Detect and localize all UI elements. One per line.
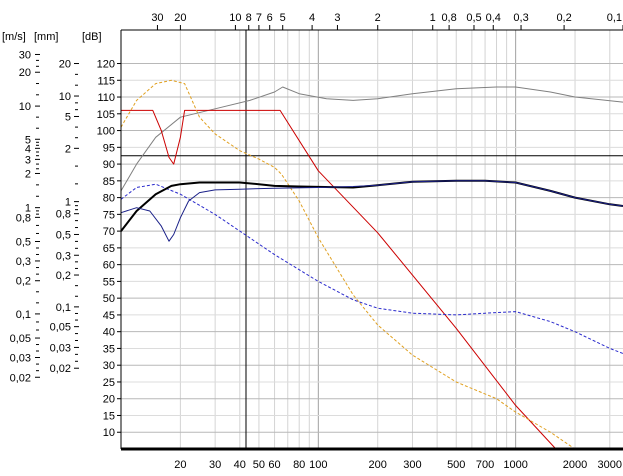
ms-tick-label: 0,1: [16, 309, 31, 321]
x-tick-label: 40: [234, 459, 246, 471]
mm-tick-label: 1: [65, 197, 71, 209]
grid: [120, 30, 623, 449]
db-tick-label: 50: [103, 293, 115, 305]
ms-tick-label: 0,8: [16, 212, 31, 224]
x-tick-label: 300: [403, 459, 421, 471]
series-line-3: [120, 79, 576, 450]
mm-tick-label: 10: [59, 91, 71, 103]
ms-tick-label: 4: [25, 143, 31, 155]
x-tick-label: 30: [209, 459, 221, 471]
ms-tick-label: 10: [19, 101, 31, 113]
db-tick-label: 80: [103, 193, 115, 205]
db-tick-label: 40: [103, 327, 115, 339]
db-tick-label: 60: [103, 260, 115, 272]
db-tick-label: 110: [97, 92, 115, 104]
ms-tick-label: 0,05: [10, 333, 31, 345]
x-tick-label: 2000: [563, 459, 587, 471]
top-tick-label: 8: [246, 12, 252, 24]
top-tick-label: 0,1: [607, 12, 622, 24]
x-tick-label: 20: [174, 459, 186, 471]
x-tick-label: 700: [476, 459, 494, 471]
db-tick-label: 100: [97, 126, 115, 138]
db-tick-label: 95: [103, 142, 115, 154]
unit-label-db: [dB]: [82, 31, 102, 43]
db-tick-label: 70: [103, 226, 115, 238]
plot-frame: [120, 29, 623, 451]
ms-tick-label: 0,5: [16, 237, 31, 249]
top-tick-label: 5: [280, 12, 286, 24]
db-tick-label: 65: [103, 243, 115, 255]
series-layer: [120, 79, 623, 450]
x-tick-label: 3000: [598, 459, 622, 471]
ms-tick-label: 1: [25, 203, 31, 215]
series-line-1: [120, 86, 623, 192]
top-tick-label: 7: [256, 12, 262, 24]
x-tick-label: 60: [268, 459, 280, 471]
db-tick-label: 105: [97, 109, 115, 121]
series-line-6: [120, 180, 623, 242]
mm-tick-label: 0,5: [56, 229, 71, 241]
top-tick-label: 6: [267, 12, 273, 24]
db-tick-label: 20: [103, 394, 115, 406]
unit-label-ms: [m/s]: [2, 31, 26, 43]
mm-tick-label: 0,03: [50, 342, 71, 354]
unit-label-mm: [mm]: [34, 31, 58, 43]
top-tick-label: 0,4: [486, 12, 501, 24]
ms-tick-label: 0,03: [10, 352, 31, 364]
db-tick-label: 25: [103, 377, 115, 389]
x-tick-label: 50: [253, 459, 265, 471]
mm-tick-label: 0,05: [50, 322, 71, 334]
db-tick-label: 75: [103, 209, 115, 221]
top-tick-label: 0,2: [556, 12, 571, 24]
reference-lines: [121, 30, 623, 449]
top-tick-label: 1: [430, 12, 436, 24]
db-tick-label: 35: [103, 343, 115, 355]
ms-tick-label: 0,3: [16, 256, 31, 268]
mm-tick-label: 20: [59, 59, 71, 71]
x-tick-label: 80: [293, 459, 305, 471]
top-tick-label: 2: [375, 12, 381, 24]
db-tick-label: 90: [103, 159, 115, 171]
db-tick-label: 115: [97, 75, 115, 87]
db-tick-label: 120: [97, 59, 115, 71]
top-tick-label: 0,3: [513, 12, 528, 24]
top-tick-label: 10: [229, 12, 241, 24]
ms-tick-label: 3: [25, 154, 31, 166]
top-tick-label: 3: [334, 12, 340, 24]
top-tick-label: 30: [151, 12, 163, 24]
db-tick-label: 30: [103, 360, 115, 372]
x-tick-label: 1000: [503, 459, 527, 471]
ms-tick-label: 2: [25, 168, 31, 180]
x-tick-label: 100: [309, 459, 327, 471]
x-tick-label: 500: [447, 459, 465, 471]
mm-tick-label: 0,8: [56, 209, 71, 221]
top-tick-label: 0,5: [466, 12, 481, 24]
ms-tick-label: 30: [19, 49, 31, 61]
mm-tick-label: 0,3: [56, 250, 71, 262]
series-line-4: [120, 183, 623, 354]
db-tick-label: 55: [103, 276, 115, 288]
ms-tick-label: 0,2: [16, 276, 31, 288]
ms-tick-label: 0,02: [10, 372, 31, 384]
axes-layer: 30 20 10 8 7 6 5 4 3 2 1 0,8 0,5 0,4 0,3 0,2 0,120 30 40 50…: [10, 12, 623, 471]
series-line-2: [121, 109, 623, 450]
x-tick-label: 200: [369, 459, 387, 471]
mm-tick-label: 2: [65, 143, 71, 155]
db-tick-label: 15: [103, 410, 115, 422]
mm-tick-label: 0,2: [56, 270, 71, 282]
db-tick-label: 45: [103, 310, 115, 322]
mm-tick-label: 0,1: [56, 302, 71, 314]
top-tick-label: 4: [309, 12, 315, 24]
db-tick-label: 85: [103, 176, 115, 188]
top-tick-label: 20: [174, 12, 186, 24]
db-tick-label: 10: [103, 427, 115, 439]
top-tick-label: 0,8: [441, 12, 456, 24]
mm-tick-label: 5: [65, 111, 71, 123]
ms-tick-label: 5: [25, 134, 31, 146]
ms-tick-label: 20: [19, 67, 31, 79]
mm-tick-label: 0,02: [50, 363, 71, 375]
